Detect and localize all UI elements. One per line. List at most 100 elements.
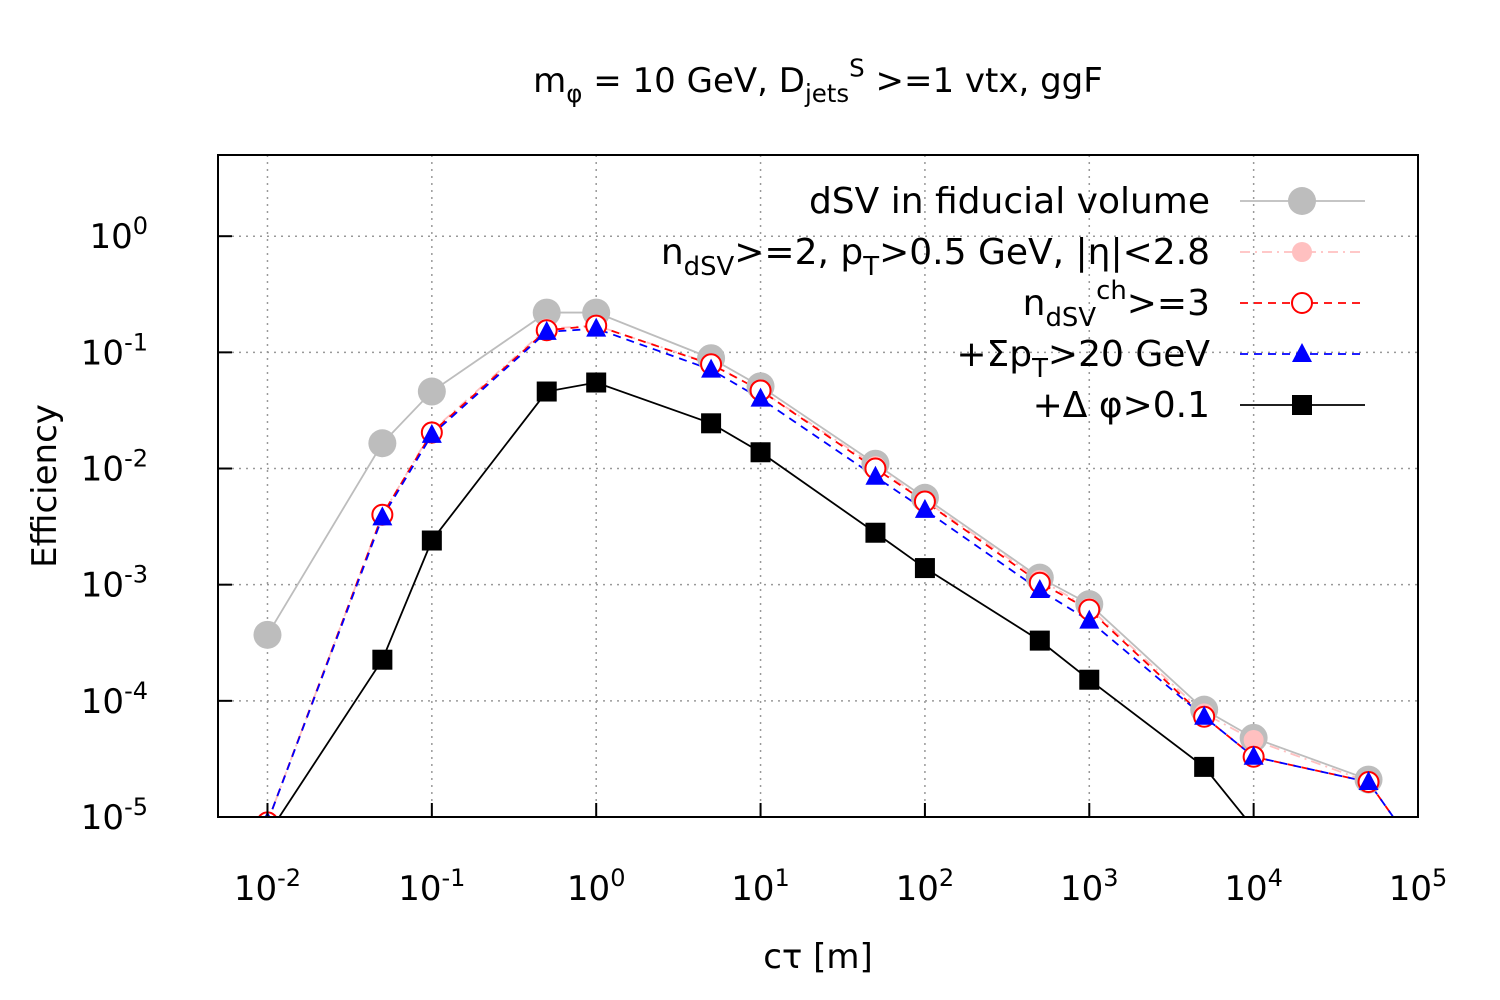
- x-tick-label: 100: [567, 864, 626, 909]
- tick-base: 10: [234, 869, 277, 909]
- marker: [421, 423, 442, 443]
- legend-label: dSV in fiducial volume: [809, 181, 1210, 222]
- marker: [253, 620, 282, 649]
- tick-exponent: 0: [610, 864, 625, 892]
- x-tick-label: 104: [1224, 864, 1283, 909]
- tick-base: 10: [1224, 869, 1267, 909]
- marker: [1291, 292, 1313, 314]
- marker: [532, 298, 561, 327]
- y-tick-label: 10-3: [81, 561, 148, 606]
- tick-exponent: 3: [1103, 864, 1118, 892]
- tick-exponent: -1: [442, 864, 466, 892]
- marker: [586, 372, 607, 393]
- marker: [1288, 187, 1316, 215]
- marker: [1194, 705, 1215, 725]
- text-segment: n: [1023, 283, 1046, 324]
- plot-area: [253, 298, 1428, 862]
- text-segment: m: [533, 61, 566, 101]
- marker: [750, 387, 771, 407]
- marker: [701, 413, 722, 434]
- tick-base: 10: [398, 869, 441, 909]
- marker: [1408, 842, 1428, 862]
- marker: [257, 825, 277, 845]
- tick-exponent: 5: [1432, 864, 1447, 892]
- series-line: [268, 324, 1395, 817]
- marker: [1244, 818, 1264, 838]
- text-segment: T: [1031, 354, 1048, 384]
- marker: [750, 442, 771, 463]
- marker: [914, 498, 935, 518]
- y-tick-label: 10-1: [81, 328, 148, 373]
- tick-base: 10: [896, 869, 939, 909]
- x-tick-label: 105: [1389, 864, 1448, 909]
- text-segment: >0.5 GeV, |η|<2.8: [879, 232, 1210, 273]
- legend-label: ndSV>=2, pT>0.5 GeV, |η|<2.8: [661, 232, 1210, 282]
- text-segment: jets: [804, 79, 849, 108]
- tick-base: 10: [81, 566, 124, 606]
- marker: [417, 377, 446, 406]
- tick-base: 10: [81, 333, 124, 373]
- tick-exponent: -2: [124, 445, 148, 473]
- tick-base: 10: [567, 869, 610, 909]
- marker: [421, 530, 442, 551]
- marker: [914, 558, 935, 579]
- chart-title: mφ = 10 GeV, DjetsS >=1 vtx, ggF: [533, 54, 1103, 109]
- marker: [1079, 609, 1100, 629]
- marker: [1029, 630, 1050, 651]
- series-line: [266, 311, 1369, 781]
- x-tick-label: 101: [731, 864, 790, 909]
- marker: [1029, 578, 1050, 598]
- marker: [372, 506, 393, 526]
- x-tick-label: 102: [896, 864, 955, 909]
- marker: [586, 317, 607, 337]
- text-segment: n: [661, 232, 684, 273]
- x-tick-label: 10-2: [234, 864, 301, 909]
- text-segment: >=1 vtx, ggF: [865, 61, 1103, 101]
- text-segment: = 10 GeV, D: [582, 61, 805, 101]
- text-segment: >20 GeV: [1048, 334, 1210, 375]
- tick-exponent: 0: [133, 212, 148, 240]
- marker: [1243, 745, 1264, 765]
- tick-base: 10: [1060, 869, 1103, 909]
- text-segment: dSV: [684, 252, 735, 282]
- marker: [1243, 730, 1264, 751]
- tick-base: 10: [81, 450, 124, 490]
- ticks: 10-2 10-1 100 101 102 103 104 10510-510-410-310…: [81, 212, 1447, 909]
- tick-exponent: -3: [124, 561, 148, 589]
- series-line: [268, 327, 1395, 817]
- tick-exponent: 1: [775, 864, 790, 892]
- y-tick-label: 10-5: [81, 793, 148, 838]
- text-segment: >=3: [1127, 283, 1210, 324]
- tick-base: 10: [731, 869, 774, 909]
- marker: [1079, 669, 1100, 690]
- marker: [1194, 756, 1215, 777]
- tick-exponent: -2: [277, 864, 301, 892]
- tick-exponent: -5: [124, 793, 148, 821]
- y-axis-label: Efficiency: [25, 404, 65, 568]
- tick-exponent: 2: [939, 864, 954, 892]
- marker: [536, 320, 557, 340]
- text-segment: dSV: [1045, 303, 1096, 333]
- tick-base: 10: [1389, 869, 1432, 909]
- marker: [1292, 395, 1312, 415]
- tick-base: 10: [81, 798, 124, 838]
- marker: [1408, 842, 1428, 862]
- plot-frame: [217, 154, 1419, 818]
- marker: [536, 381, 557, 402]
- tick-base: 10: [81, 682, 124, 722]
- marker: [1292, 343, 1312, 362]
- y-tick-label: 100: [89, 212, 148, 257]
- x-tick-label: 103: [1060, 864, 1119, 909]
- tick-base: 10: [89, 217, 132, 257]
- legend-label: ndSVch>=3: [1023, 276, 1210, 333]
- text-segment: +Δ φ>0.1: [1033, 385, 1210, 426]
- marker: [865, 522, 886, 543]
- x-axis-label: cτ [m]: [763, 937, 873, 977]
- marker: [1358, 771, 1379, 791]
- y-tick-label: 10-2: [81, 445, 148, 490]
- text-segment: T: [862, 252, 879, 282]
- text-segment: S: [849, 54, 865, 83]
- tick-exponent: -1: [124, 328, 148, 356]
- marker: [372, 649, 393, 670]
- text-segment: φ: [566, 79, 582, 108]
